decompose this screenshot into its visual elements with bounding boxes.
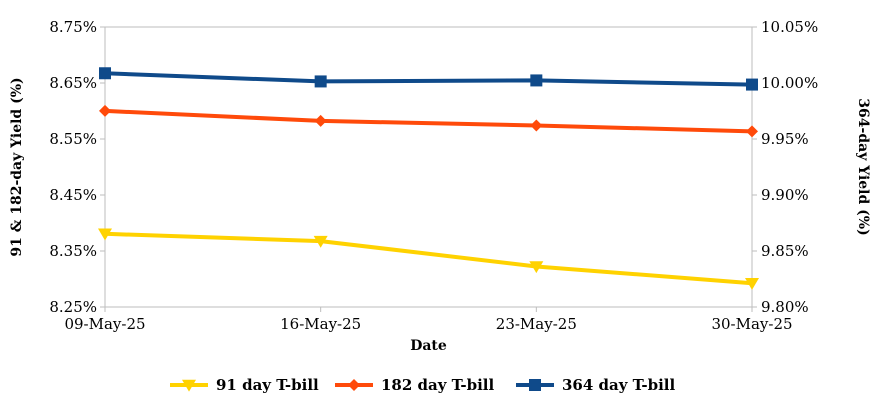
x-tick-label: 09-May-25: [64, 315, 145, 333]
legend-marker: [529, 379, 541, 391]
x-axis-title: Date: [410, 338, 447, 354]
left-y-tick-label: 8.45%: [49, 186, 97, 204]
right-y-tick-label: 9.95%: [761, 130, 809, 148]
left-y-axis-title: 91 & 182-day Yield (%): [9, 77, 25, 256]
right-y-tick-label: 9.90%: [761, 186, 809, 204]
left-y-tick-label: 8.65%: [49, 74, 97, 92]
right-y-tick-label: 10.05%: [761, 18, 818, 36]
right-y-tick-label: 9.80%: [761, 298, 809, 316]
legend-item: 182 day T-bill: [335, 376, 494, 394]
legend: 91 day T-bill 182 day T-bill 364 day T-bil…: [170, 376, 675, 394]
data-point: [530, 74, 543, 87]
legend-item: 364 day T-bill: [516, 376, 675, 394]
left-y-tick-label: 8.25%: [49, 298, 97, 316]
data-point: [745, 278, 759, 290]
x-tick-label: 16-May-25: [280, 315, 361, 333]
series-182-day-t-bill: [99, 104, 758, 138]
data-point: [98, 228, 112, 241]
plot-area: [104, 26, 753, 308]
data-point: [314, 114, 327, 127]
data-point: [529, 261, 544, 274]
data-point: [314, 75, 327, 88]
legend-marker: [182, 379, 196, 392]
right-y-tick-label: 9.85%: [761, 242, 809, 260]
right-y-tick-label: 10.00%: [761, 74, 818, 92]
axes: 8.25% 8.35% 8.45% 8.55% 8.65% 8.75% 9.80% 9.85%…: [49, 18, 818, 333]
x-tick-label: 23-May-25: [496, 315, 577, 333]
left-y-tick-label: 8.35%: [49, 242, 97, 260]
series-364-day-t-bill: [99, 67, 758, 91]
right-y-axis-title: 364-day Yield (%): [855, 98, 871, 235]
data-point: [746, 78, 758, 91]
left-y-tick-label: 8.55%: [49, 130, 97, 148]
legend-label: 364 day T-bill: [562, 376, 675, 394]
data-point: [99, 104, 111, 117]
legend-item: 91 day T-bill: [170, 376, 319, 394]
series-layer: [98, 67, 759, 290]
series-line: [104, 71, 753, 87]
series-line: [104, 108, 753, 134]
series-91-day-t-bill: [98, 228, 759, 290]
left-y-tick-label: 8.75%: [49, 18, 97, 36]
data-point: [530, 119, 543, 132]
legend-label: 91 day T-bill: [216, 376, 319, 394]
series-line: [104, 231, 753, 286]
legend-label: 182 day T-bill: [381, 376, 494, 394]
x-tick-label: 30-May-25: [711, 315, 792, 333]
plot-border: [104, 26, 753, 308]
legend-marker: [348, 379, 360, 391]
data-point: [313, 235, 328, 248]
data-point: [99, 67, 111, 80]
data-point: [746, 125, 758, 138]
